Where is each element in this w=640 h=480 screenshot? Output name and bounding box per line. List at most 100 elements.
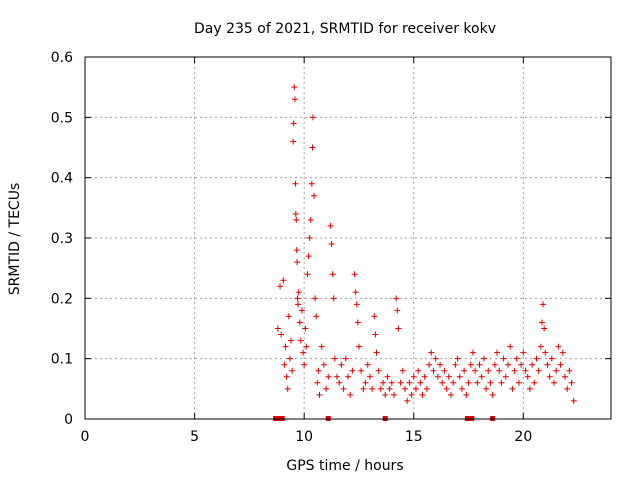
data-point (566, 367, 573, 374)
data-point (454, 355, 461, 362)
data-point (515, 379, 522, 386)
data-point (362, 379, 369, 386)
data-point (406, 379, 413, 386)
data-point (432, 355, 439, 362)
data-point (304, 271, 311, 278)
data-point (456, 373, 463, 380)
data-point (298, 307, 305, 314)
data-point (291, 96, 298, 103)
x-tick-label: 20 (514, 429, 532, 445)
data-point (327, 222, 334, 229)
data-point (384, 373, 391, 380)
data-point (509, 385, 516, 392)
data-point (559, 349, 566, 356)
data-point (292, 180, 299, 187)
data-point (544, 361, 551, 368)
data-point (428, 349, 435, 356)
data-point (358, 367, 365, 374)
data-point (511, 367, 518, 374)
data-point (541, 325, 548, 332)
data-point (305, 253, 312, 260)
data-point (301, 361, 308, 368)
data-point (394, 307, 401, 314)
data-point (289, 367, 296, 374)
data-point (395, 325, 402, 332)
data-point (369, 385, 376, 392)
data-point (351, 271, 358, 278)
data-point (469, 349, 476, 356)
data-point (570, 397, 577, 404)
y-tick-label: 0.5 (51, 110, 73, 126)
data-point (448, 391, 455, 398)
data-point (316, 391, 323, 398)
data-point (302, 325, 309, 332)
data-point (496, 367, 503, 374)
data-point (342, 355, 349, 362)
data-point (388, 379, 395, 386)
data-point (282, 343, 289, 350)
data-point (461, 367, 468, 374)
data-point (285, 313, 292, 320)
data-point (412, 385, 419, 392)
data-point (408, 391, 415, 398)
data-point (366, 373, 373, 380)
data-point (297, 337, 304, 344)
data-point (313, 313, 320, 320)
data-point (443, 385, 450, 392)
data-point (295, 289, 302, 296)
data-point (564, 385, 571, 392)
data-point (410, 373, 417, 380)
data-point (445, 373, 452, 380)
data-point (568, 379, 575, 386)
data-point (430, 367, 437, 374)
data-point (463, 391, 470, 398)
data-point (283, 373, 290, 380)
data-point (524, 373, 531, 380)
data-point (328, 241, 335, 248)
data-point (491, 361, 498, 368)
data-point (540, 301, 547, 308)
data-point (325, 373, 332, 380)
data-point (485, 367, 492, 374)
data-point (483, 385, 490, 392)
data-point (334, 373, 341, 380)
y-tick-label: 0.3 (51, 231, 73, 247)
data-point (352, 289, 359, 296)
data-point (308, 180, 315, 187)
data-point (526, 385, 533, 392)
data-point (278, 331, 285, 338)
data-point (465, 379, 472, 386)
data-point (296, 319, 303, 326)
data-point (277, 283, 284, 290)
data-point (300, 349, 307, 356)
data-point (397, 379, 404, 386)
data-point (404, 397, 411, 404)
data-point (371, 313, 378, 320)
axis-ticks: 0 5 10 15 20 0 0.1 0.2 0.3 0.4 0.5 0.6 (51, 50, 611, 445)
data-point (478, 373, 485, 380)
data-point (494, 349, 501, 356)
data-point (286, 355, 293, 362)
data-point (417, 379, 424, 386)
data-point (347, 391, 354, 398)
data-point (303, 343, 310, 350)
data-point (472, 367, 479, 374)
data-point (553, 367, 560, 374)
data-point (377, 385, 384, 392)
data-point (551, 379, 558, 386)
data-point (382, 391, 389, 398)
data-point (487, 379, 494, 386)
data-point (380, 379, 387, 386)
data-point (309, 144, 316, 151)
data-point (401, 385, 408, 392)
data-point (546, 373, 553, 380)
data-point (458, 385, 465, 392)
data-point (336, 379, 343, 386)
data-point (561, 373, 568, 380)
data-point (434, 373, 441, 380)
data-point (315, 367, 322, 374)
data-point (557, 361, 564, 368)
data-point (513, 355, 520, 362)
data-point (426, 361, 433, 368)
data-point (480, 355, 487, 362)
